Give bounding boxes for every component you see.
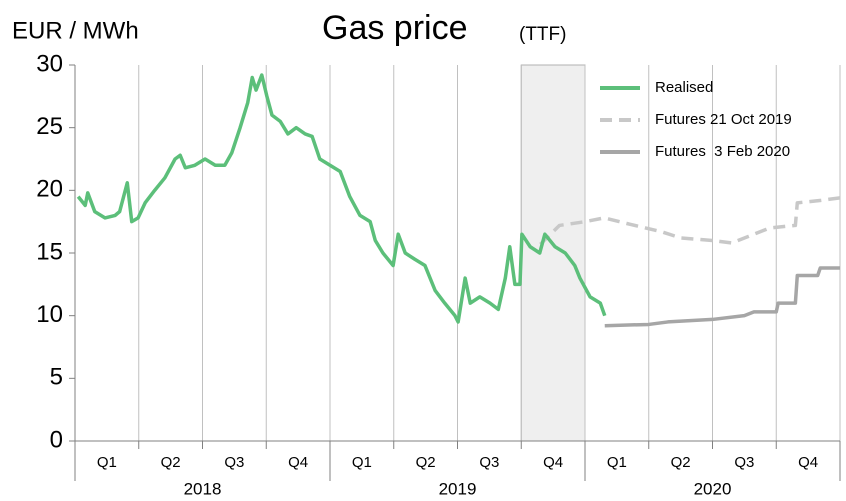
legend-label: Realised <box>655 79 713 96</box>
x-tick-label: Q4 <box>798 454 818 471</box>
chart-title: Gas price <box>322 9 468 47</box>
x-tick-label: Q4 <box>543 454 563 471</box>
highlight-band <box>520 64 586 442</box>
year-label: 2018 <box>184 479 222 498</box>
y-tick-label: 25 <box>36 113 63 140</box>
x-tick-label: Q3 <box>734 454 754 471</box>
series-line <box>539 196 841 246</box>
y-tick-label: 0 <box>50 426 63 453</box>
y-tick-label: 15 <box>36 238 63 265</box>
chart-title-suffix: (TTF) <box>519 24 566 45</box>
x-tick-label: Q2 <box>161 454 181 471</box>
x-tick-label: Q2 <box>671 454 691 471</box>
legend-label: Futures 21 Oct 2019 <box>655 111 792 128</box>
y-tick-label: 30 <box>36 50 63 77</box>
series-line <box>76 73 607 324</box>
series-line <box>604 266 840 328</box>
x-tick-label: Q1 <box>607 454 627 471</box>
x-tick-label: Q1 <box>97 454 117 471</box>
x-tick-label: Q1 <box>352 454 372 471</box>
x-tick-label: Q3 <box>224 454 244 471</box>
y-tick-label: 5 <box>50 364 63 391</box>
y-tick-label: 10 <box>36 301 63 328</box>
x-tick-label: Q2 <box>416 454 436 471</box>
x-tick-label: Q3 <box>479 454 499 471</box>
year-label: 2019 <box>439 479 477 498</box>
y-tick-label: 20 <box>36 176 63 203</box>
legend-label: Futures 3 Feb 2020 <box>655 143 790 160</box>
y-axis-label: EUR / MWh <box>12 17 139 44</box>
x-tick-label: Q4 <box>288 454 308 471</box>
year-label: 2020 <box>694 479 732 498</box>
